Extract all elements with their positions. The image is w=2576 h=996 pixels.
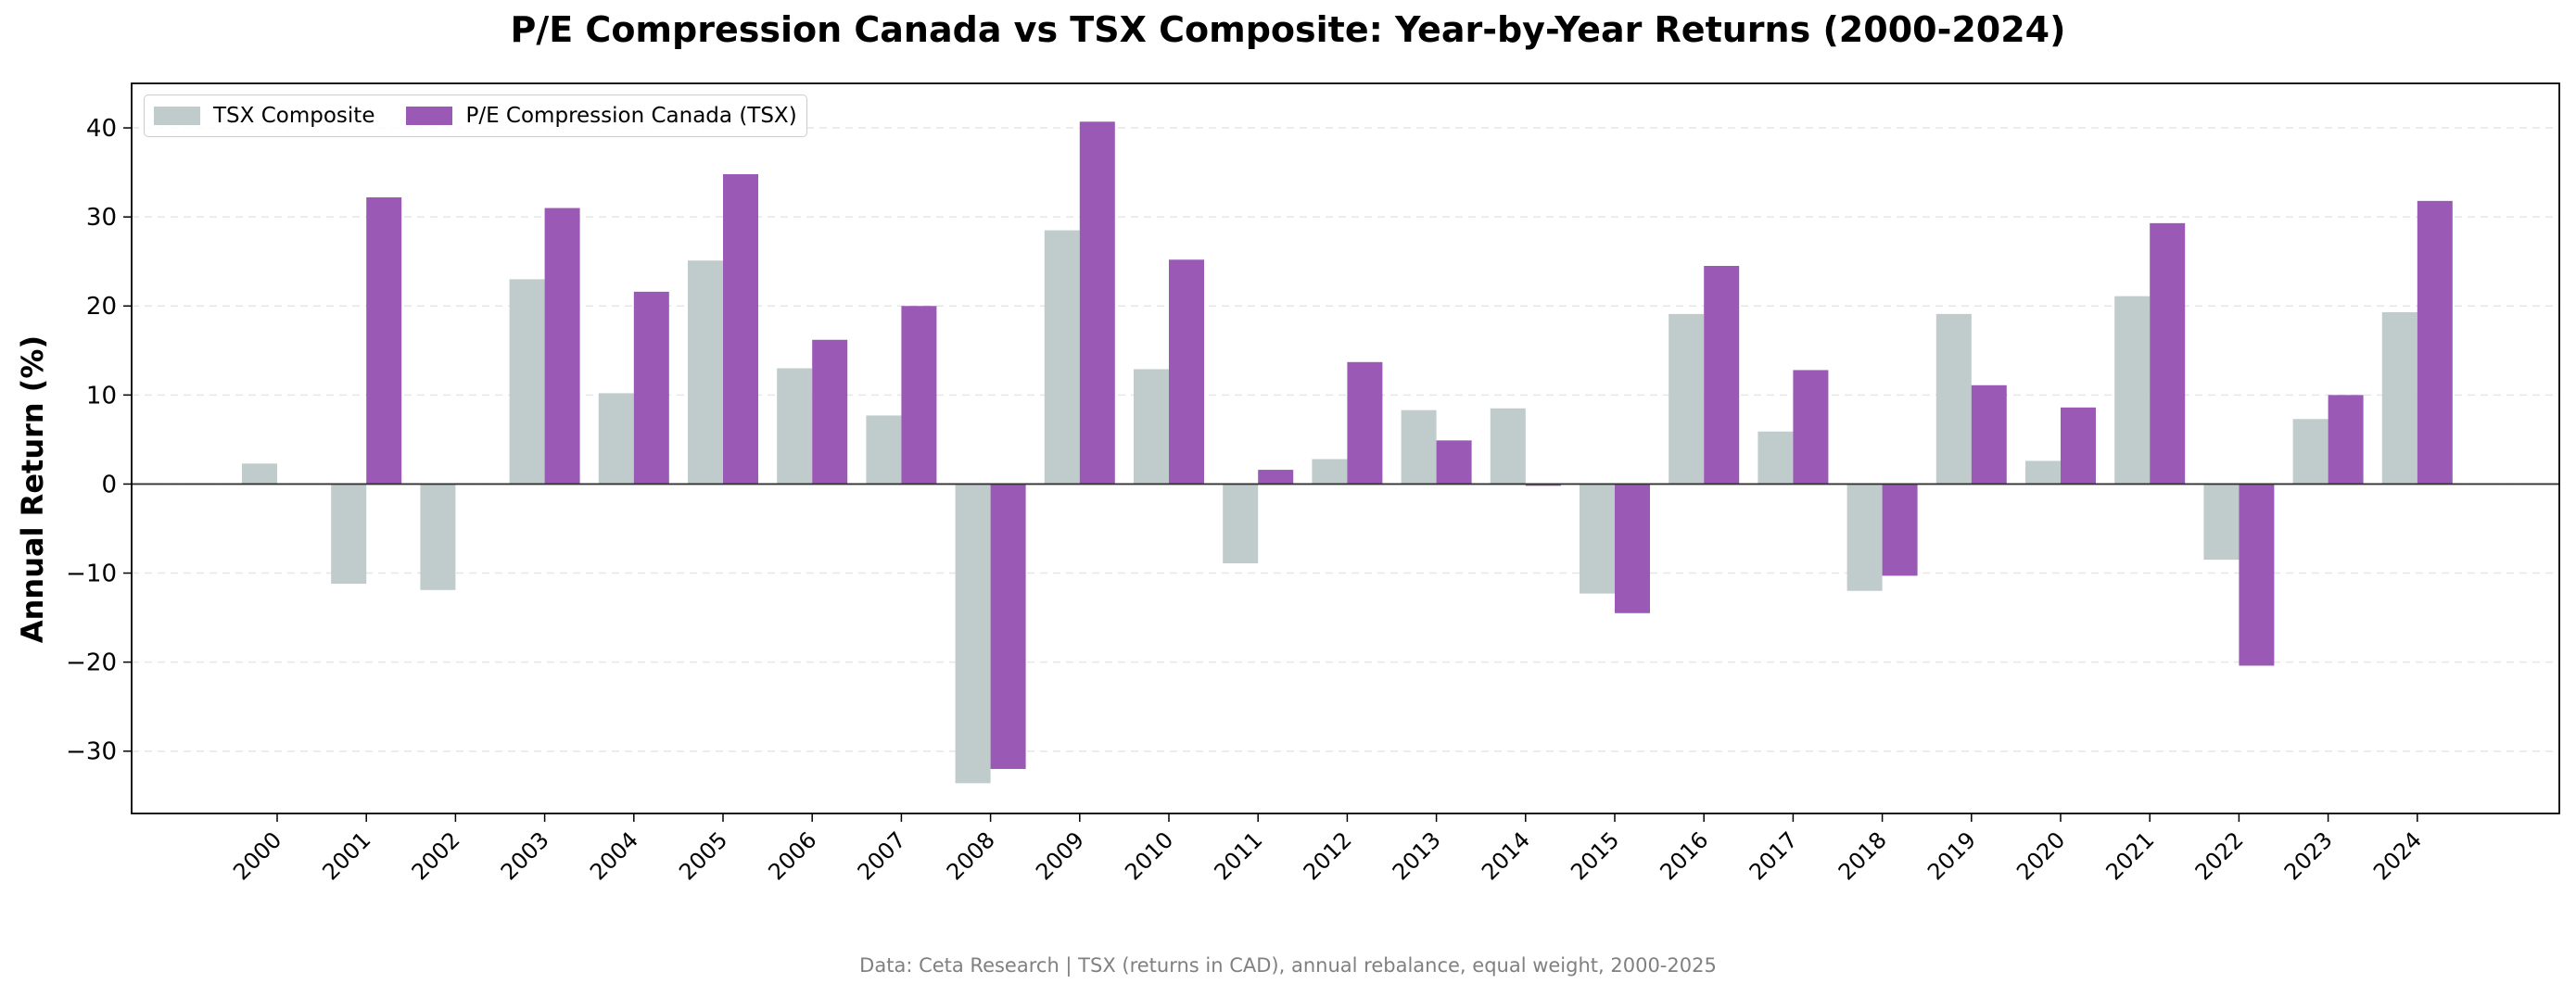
x-tick-label: 2002	[407, 826, 465, 885]
bar-pe-compression	[544, 208, 580, 485]
bars	[242, 121, 2453, 784]
bar-tsx-composite	[1223, 484, 1259, 563]
x-tick-label: 2007	[853, 826, 911, 885]
x-tick-label: 2003	[496, 826, 554, 885]
bar-pe-compression	[1525, 484, 1561, 486]
x-tick-label: 2011	[1209, 826, 1267, 885]
x-tick-label: 2005	[674, 826, 732, 885]
chart-title: P/E Compression Canada vs TSX Composite:…	[510, 9, 2066, 50]
bar-pe-compression	[812, 339, 848, 485]
bar-pe-compression	[990, 484, 1026, 769]
bar-pe-compression	[1258, 470, 1294, 485]
bar-pe-compression	[901, 306, 937, 485]
bar-tsx-composite	[2203, 484, 2240, 561]
bar-pe-compression	[2150, 222, 2186, 485]
y-tick-label: 20	[86, 293, 117, 321]
bar-pe-compression	[2417, 200, 2453, 485]
y-axis-label: Annual Return (%)	[15, 335, 50, 643]
x-tick-label: 2004	[585, 826, 643, 885]
legend-swatch-pe-compression	[406, 107, 453, 125]
x-tick-label: 2018	[1834, 826, 1892, 885]
bar-tsx-composite	[1490, 408, 1526, 485]
bar-pe-compression	[1436, 440, 1472, 485]
axes: −30 −20 −10 0 10 20 30 40 2000 2001 2002 2003 2004 20…	[66, 82, 2560, 885]
bar-tsx-composite	[242, 463, 277, 485]
legend-label-pe-compression: P/E Compression Canada (TSX)	[465, 104, 797, 128]
y-tick-label: 30	[86, 204, 117, 232]
y-tick-label: −30	[66, 738, 117, 766]
bar-tsx-composite	[509, 279, 545, 485]
x-tick-label: 2001	[317, 826, 375, 885]
bar-pe-compression	[1347, 361, 1383, 485]
bar-pe-compression	[1169, 259, 1204, 485]
legend-item-pe-compression: P/E Compression Canada (TSX)	[406, 104, 797, 128]
y-tick-label: −20	[66, 649, 117, 677]
legend-item-tsx: TSX Composite	[154, 104, 374, 128]
bar-pe-compression	[366, 197, 402, 485]
y-tick-label: 0	[101, 471, 117, 498]
legend: TSX Composite P/E Compression Canada (TS…	[144, 95, 807, 137]
x-tick-label: 2013	[1388, 826, 1446, 885]
bar-pe-compression	[1971, 385, 2007, 485]
legend-swatch-tsx	[154, 107, 200, 125]
legend-label-tsx: TSX Composite	[213, 104, 375, 128]
x-tick-label: 2022	[2190, 826, 2249, 885]
bar-tsx-composite	[1134, 369, 1169, 485]
x-tick-label: 2015	[1566, 826, 1624, 885]
x-tick-label: 2008	[942, 826, 1000, 885]
bar-pe-compression	[2328, 395, 2364, 485]
y-tick-label: −10	[66, 561, 117, 588]
bar-tsx-composite	[1312, 459, 1348, 485]
bar-pe-compression	[1704, 266, 1740, 485]
bar-tsx-composite	[866, 415, 902, 485]
grid-lines	[132, 127, 2559, 752]
x-tick-label: 2010	[1120, 826, 1178, 885]
x-tick-label: 2024	[2368, 826, 2427, 885]
x-tick-label: 2009	[1031, 826, 1089, 885]
bar-tsx-composite	[2381, 311, 2417, 485]
x-tick-label: 2012	[1299, 826, 1357, 885]
y-tick-label: 40	[86, 115, 117, 143]
plot-frame	[131, 82, 2560, 814]
bar-tsx-composite	[1580, 484, 1615, 594]
bar-tsx-composite	[955, 484, 991, 784]
bar-tsx-composite	[598, 393, 634, 485]
x-tick-label: 2000	[228, 826, 286, 885]
bar-pe-compression	[1793, 370, 1829, 485]
bar-pe-compression	[1615, 484, 1650, 613]
bar-pe-compression	[633, 291, 669, 485]
bar-tsx-composite	[688, 260, 723, 485]
bar-tsx-composite	[2114, 296, 2151, 485]
bar-tsx-composite	[777, 368, 813, 485]
bar-pe-compression	[723, 174, 758, 485]
bar-tsx-composite	[1846, 484, 1883, 591]
x-tick-label: 2023	[2279, 826, 2338, 885]
bar-tsx-composite	[1669, 313, 1705, 485]
bar-tsx-composite	[2292, 419, 2329, 485]
x-tick-label: 2014	[1477, 826, 1535, 885]
bar-tsx-composite	[2025, 460, 2061, 485]
bar-pe-compression	[1079, 121, 1115, 485]
bar-tsx-composite	[1044, 230, 1080, 485]
bar-pe-compression	[2239, 484, 2275, 666]
x-tick-label: 2019	[1922, 826, 1981, 885]
x-tick-label: 2006	[763, 826, 821, 885]
x-tick-label: 2016	[1655, 826, 1713, 885]
bar-pe-compression	[2061, 407, 2096, 485]
y-tick-label: 10	[86, 382, 117, 410]
x-tick-label: 2017	[1745, 826, 1803, 885]
x-tick-label: 2020	[2011, 826, 2070, 885]
bar-tsx-composite	[1401, 410, 1437, 485]
bar-pe-compression	[1882, 484, 1918, 576]
bar-tsx-composite	[420, 484, 456, 590]
footer-note: Data: Ceta Research | TSX (returns in CA…	[859, 954, 1717, 977]
bar-tsx-composite	[1758, 431, 1794, 485]
bar-tsx-composite	[1935, 313, 1972, 485]
x-tick-label: 2021	[2100, 826, 2159, 885]
bar-tsx-composite	[331, 484, 367, 585]
